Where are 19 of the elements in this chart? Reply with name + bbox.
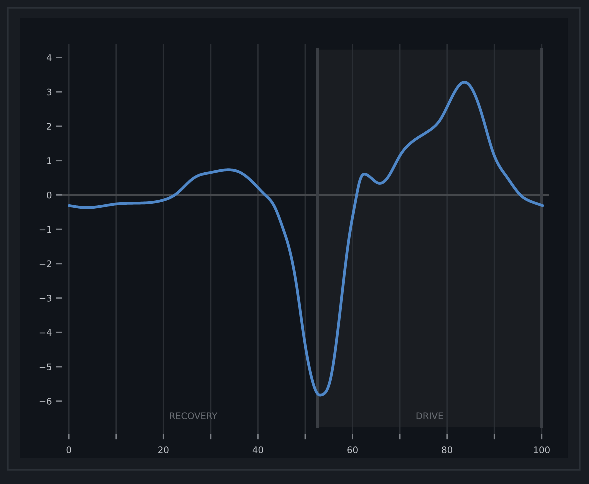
x-tick-label: 20 bbox=[158, 446, 169, 454]
x-tick-label: 0 bbox=[66, 446, 72, 454]
annotation: RECOVERY bbox=[170, 412, 218, 420]
y-tick-label: −3 bbox=[40, 295, 52, 302]
y-tick-label: −1 bbox=[40, 226, 52, 233]
y-tick-label: 1 bbox=[48, 158, 52, 164]
x-tick-label: 60 bbox=[348, 446, 358, 454]
x-tick-label: 100 bbox=[534, 446, 550, 454]
y-tick-label: −5 bbox=[40, 364, 52, 371]
y-tick-label: 3 bbox=[47, 88, 52, 96]
x-tick-label: 40 bbox=[252, 446, 264, 454]
y-tick-label: 2 bbox=[47, 123, 52, 130]
y-tick-label: −4 bbox=[40, 329, 52, 336]
y-tick-label: −6 bbox=[40, 398, 52, 405]
x-tick-label: 80 bbox=[442, 446, 452, 454]
y-tick-label: −2 bbox=[40, 260, 52, 268]
band-label: DRIVE bbox=[416, 412, 444, 420]
y-tick-label: 4 bbox=[46, 54, 52, 62]
y-tick-label: 0 bbox=[47, 192, 52, 199]
